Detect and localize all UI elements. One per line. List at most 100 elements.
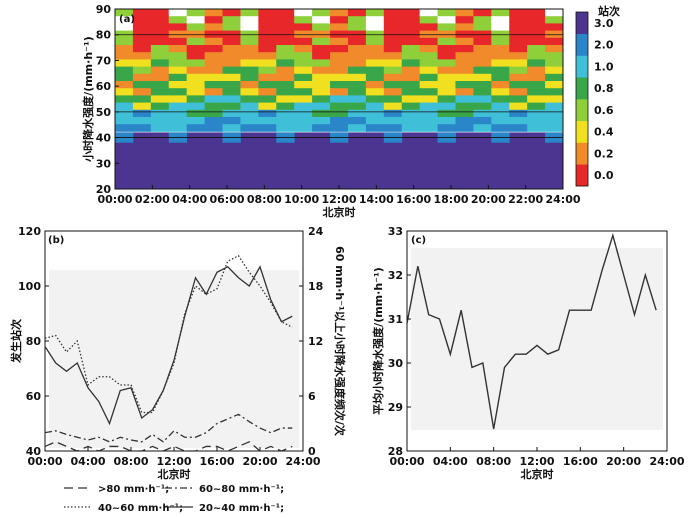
heatmap-cell — [401, 102, 421, 111]
heatmap-cell — [455, 37, 474, 46]
heatmap-cell — [545, 117, 564, 125]
heatmap-cell — [419, 52, 438, 60]
heatmap-cell — [330, 124, 349, 132]
heatmap-cell — [509, 9, 528, 17]
y-tick-label: 30 — [388, 357, 404, 370]
heatmap-cell — [473, 95, 492, 103]
heatmap-cell — [204, 109, 223, 118]
heatmap-cell — [491, 59, 510, 67]
heatmap-cell — [222, 124, 241, 132]
heatmap-cell — [509, 88, 528, 96]
heatmap-cell — [419, 81, 438, 89]
heatmap-cell — [204, 16, 223, 24]
heatmap-cell — [294, 88, 313, 96]
heatmap-cell — [294, 124, 313, 132]
heatmap-cell — [473, 66, 492, 75]
heatmap-cell — [365, 109, 385, 118]
colorbar-segment — [576, 142, 588, 165]
heatmap-cell — [132, 52, 152, 60]
heatmap-cell — [240, 73, 259, 82]
heatmap-cell — [455, 95, 474, 103]
heatmap-cell — [437, 23, 456, 31]
heatmap-cell — [168, 117, 188, 125]
heatmap-cell — [383, 95, 403, 103]
heatmap-cell — [258, 81, 277, 89]
heatmap-cell — [383, 23, 403, 31]
heatmap-cell — [294, 45, 313, 53]
heatmap-cell — [545, 88, 564, 96]
heatmap-cell — [509, 73, 528, 82]
heatmap-cell — [276, 9, 295, 17]
heatmap-cell — [365, 117, 385, 125]
heatmap-cell — [401, 52, 421, 60]
plot-shading — [411, 248, 663, 430]
y-tick-label: 20 — [96, 183, 112, 196]
heatmap-cell — [347, 124, 367, 132]
heatmap-cell — [527, 95, 546, 103]
heatmap-cell — [419, 102, 438, 111]
colorbar-segment — [576, 55, 588, 78]
heatmap-cell — [150, 59, 170, 67]
heatmap-cell — [168, 95, 188, 103]
heatmap-cell — [258, 88, 277, 96]
heatmap-cell — [437, 95, 456, 103]
heatmap-cell — [132, 88, 152, 96]
colorbar-title: 站次 — [598, 4, 620, 18]
heatmap-cell — [150, 9, 170, 17]
heatmap-cell — [473, 109, 492, 118]
heatmap-cell — [527, 81, 546, 89]
colorbar-frame — [575, 11, 589, 187]
heatmap-cell — [294, 23, 313, 31]
colorbar-tick-label: 0.4 — [594, 126, 614, 139]
heatmap-cell — [509, 23, 528, 31]
heatmap-cell — [347, 73, 367, 82]
heatmap-cell — [509, 37, 528, 46]
heatmap-cell — [545, 124, 564, 132]
heatmap-cell — [312, 88, 331, 96]
heatmap-cell — [527, 45, 546, 53]
heatmap-cell — [455, 73, 474, 82]
colorbar-segment — [576, 99, 588, 122]
heatmap-cell — [222, 102, 241, 111]
heatmap-cell — [168, 102, 188, 111]
heatmap-cell — [168, 81, 188, 89]
x-tick-label: 00:00 — [27, 455, 62, 468]
y-axis-label: 小时降水强度/(mm·h⁻¹) — [81, 36, 95, 163]
x-tick-label: 08:00 — [476, 455, 511, 468]
heatmap-cell — [347, 102, 367, 111]
y-tick-label: 80 — [26, 335, 42, 348]
heatmap-cell — [365, 73, 385, 82]
heatmap-cell — [186, 45, 205, 53]
heatmap-cell — [437, 117, 456, 125]
x-axis-label: 北京时 — [158, 467, 191, 481]
heatmap-cell — [312, 124, 331, 132]
heatmap-cell — [294, 95, 313, 103]
heatmap-cell — [347, 109, 367, 118]
heatmap-cell — [330, 95, 349, 103]
heatmap-cell — [115, 16, 134, 24]
heatmap-cell — [347, 45, 367, 53]
heatmap-cell — [330, 117, 349, 125]
heatmap-cell — [401, 95, 421, 103]
heatmap-cell — [347, 9, 367, 17]
heatmap-cell — [240, 102, 259, 111]
heatmap-cell — [222, 23, 241, 31]
heatmap-cell — [115, 45, 134, 53]
heatmap-cell — [491, 45, 510, 53]
heatmap-cell — [455, 124, 474, 132]
x-tick-label: 04:00 — [172, 193, 207, 206]
heatmap-cell — [437, 81, 456, 89]
heatmap-cell — [347, 59, 367, 67]
y-axis-label: 平均小时降水强度/(mm·h⁻¹) — [371, 267, 385, 415]
heatmap-cell — [545, 9, 564, 17]
heatmap-cell — [401, 73, 421, 82]
heatmap-cell — [419, 16, 438, 24]
heatmap-cell — [330, 66, 349, 75]
heatmap-cell — [186, 23, 205, 31]
heatmap-cell — [150, 37, 170, 46]
heatmap-cell — [168, 16, 188, 24]
heatmap-cell — [330, 81, 349, 89]
heatmap-cell — [365, 37, 385, 46]
heatmap-cell — [150, 102, 170, 111]
heatmap-cell — [419, 95, 438, 103]
